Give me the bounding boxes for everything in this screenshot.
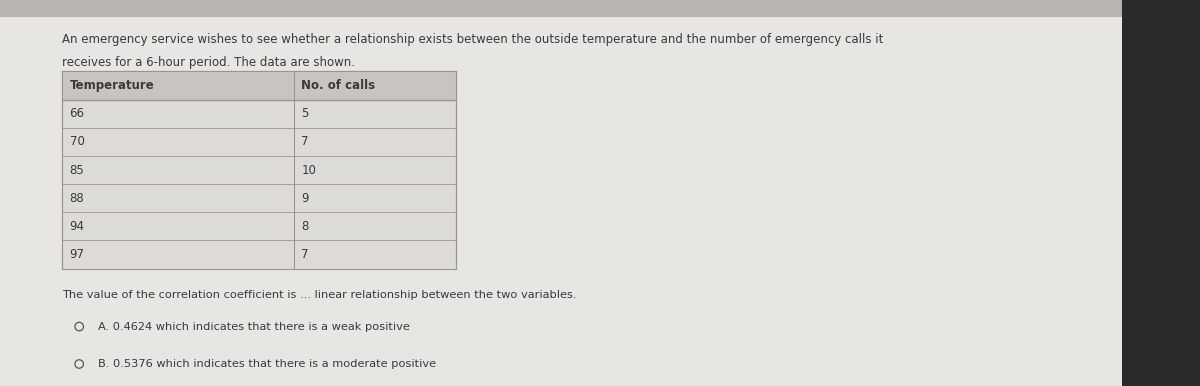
Text: 66: 66	[70, 107, 84, 120]
Text: A. 0.4624 which indicates that there is a weak positive: A. 0.4624 which indicates that there is …	[98, 322, 410, 332]
Bar	[0, 0, 1122, 17]
Text: 85: 85	[70, 164, 84, 176]
Bar	[62, 71, 456, 100]
Text: 5: 5	[301, 107, 308, 120]
Bar	[1122, 0, 1200, 386]
Text: An emergency service wishes to see whether a relationship exists between the out: An emergency service wishes to see wheth…	[62, 33, 883, 46]
Text: No. of calls: No. of calls	[301, 79, 376, 92]
Text: 97: 97	[70, 248, 84, 261]
Text: Temperature: Temperature	[70, 79, 155, 92]
Text: 94: 94	[70, 220, 84, 233]
Bar	[62, 71, 456, 269]
Text: 88: 88	[70, 192, 84, 205]
Text: 8: 8	[301, 220, 308, 233]
Text: The value of the correlation coefficient is ... linear relationship between the : The value of the correlation coefficient…	[62, 290, 577, 300]
Text: 7: 7	[301, 248, 308, 261]
Text: 70: 70	[70, 135, 84, 148]
Text: B. 0.5376 which indicates that there is a moderate positive: B. 0.5376 which indicates that there is …	[98, 359, 437, 369]
Text: 10: 10	[301, 164, 316, 176]
Text: 7: 7	[301, 135, 308, 148]
Text: 9: 9	[301, 192, 308, 205]
Text: receives for a 6-hour period. The data are shown.: receives for a 6-hour period. The data a…	[62, 56, 355, 69]
